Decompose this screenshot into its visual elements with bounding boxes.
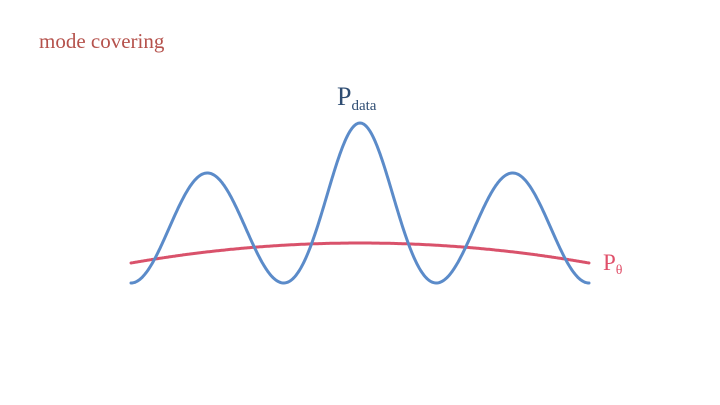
- p-theta-label: Pθ: [603, 251, 623, 278]
- p-data-curve: [129, 121, 591, 285]
- p-data-label-sub: data: [351, 98, 377, 114]
- p-theta-curve: [129, 241, 591, 265]
- p-theta-label-sub: θ: [615, 263, 623, 278]
- p-theta-label-main: P: [603, 250, 616, 275]
- p-data-label: Pdata: [337, 84, 376, 114]
- slide-title: mode covering: [39, 29, 165, 53]
- p-data-label-main: P: [337, 82, 352, 111]
